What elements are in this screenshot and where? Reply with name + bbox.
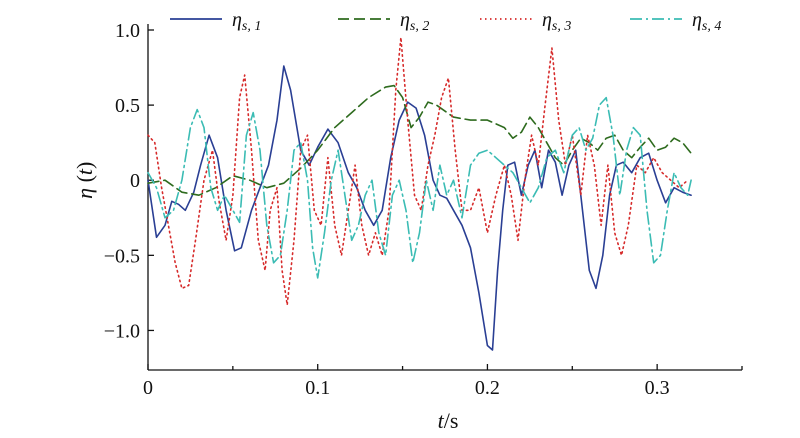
y-ticks: 1.0 0.5 0 −0.5 −1.0 [104, 20, 154, 342]
legend-label-3: ηs, 3 [542, 9, 571, 34]
axes [147, 24, 742, 371]
series-line-3 [147, 36, 689, 306]
x-tick-label: 0.2 [475, 377, 500, 399]
x-ticks: 0 0.1 0.2 0.3 [143, 364, 743, 399]
series-line-2 [147, 84, 692, 196]
legend: ηs, 1 ηs, 2 ηs, 3 ηs, 4 [170, 9, 721, 34]
series-layer [147, 36, 692, 351]
legend-label-1: ηs, 1 [232, 9, 261, 34]
y-tick-label: 1.0 [115, 20, 140, 42]
x-tick-label: 0.1 [305, 377, 330, 399]
y-axis-title: η (t) [72, 162, 97, 199]
y-tick-label: 0.5 [115, 95, 140, 117]
x-tick-label: 0 [143, 377, 153, 399]
series-line-1 [147, 65, 692, 351]
x-axis-title: t/s [438, 408, 459, 433]
y-tick-label: 0 [130, 170, 140, 192]
series-line-4 [147, 96, 692, 279]
legend-label-2: ηs, 2 [400, 9, 429, 34]
y-tick-label: −1.0 [104, 320, 140, 342]
legend-label-4: ηs, 4 [692, 9, 721, 34]
x-tick-label: 0.3 [645, 377, 670, 399]
y-tick-label: −0.5 [104, 245, 140, 267]
